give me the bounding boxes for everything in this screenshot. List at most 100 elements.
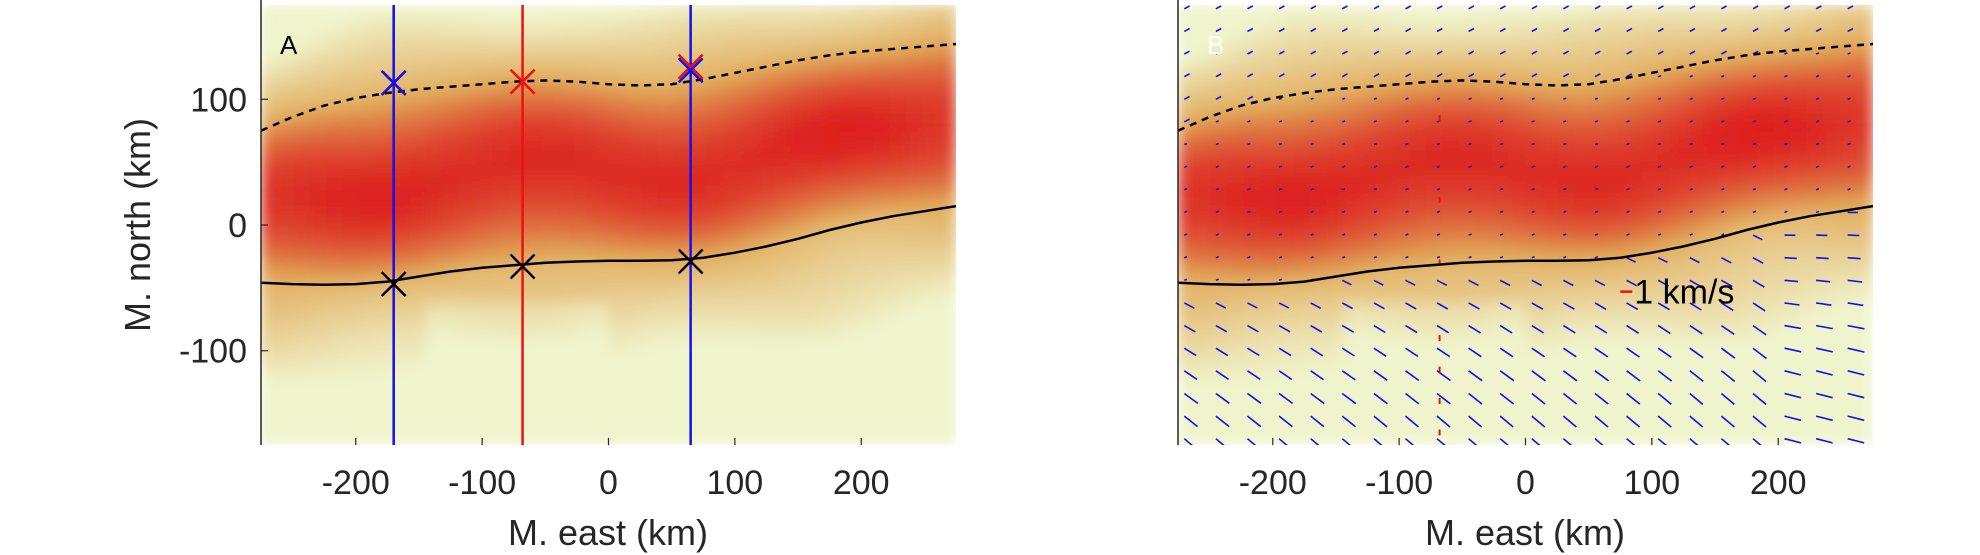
- heat-cell: [1508, 108, 1526, 122]
- heat-cell: [657, 159, 676, 174]
- heat-cell: [1260, 341, 1278, 355]
- heat-cell: [574, 328, 593, 342]
- heat-cell: [376, 405, 394, 420]
- heat-cell: [839, 289, 858, 304]
- heat-cell: [591, 341, 609, 355]
- heat-cell: [1359, 392, 1377, 407]
- flow-vector: [1184, 142, 1188, 146]
- heat-cell: [1756, 82, 1775, 96]
- heat-cell: [1243, 121, 1262, 135]
- heat-cell: [1707, 198, 1725, 213]
- heat-cell: [261, 108, 278, 122]
- heat-cell: [1491, 30, 1510, 45]
- heat-cell: [1392, 172, 1411, 187]
- heat-cell: [1707, 224, 1725, 239]
- flow-vector: [1183, 27, 1190, 33]
- heat-cell: [1508, 121, 1526, 135]
- heat-cell: [1607, 405, 1626, 420]
- heat-cell: [889, 379, 907, 394]
- heat-cell: [889, 56, 907, 71]
- flow-vector: [1436, 142, 1441, 146]
- x-ticks-a: -200 -100 0 100 200: [322, 438, 890, 502]
- heat-cell: [541, 56, 560, 71]
- heat-cell: [1210, 379, 1229, 394]
- heat-cell: [1740, 82, 1758, 96]
- heat-cell: [492, 121, 510, 135]
- heat-cell: [723, 146, 742, 161]
- heat-cell: [1607, 185, 1626, 200]
- heat-cell: [525, 418, 543, 433]
- heat-cell: [1227, 172, 1245, 187]
- heat-cell: [856, 17, 874, 32]
- heat-cell: [1574, 69, 1593, 84]
- heat-cell: [1822, 146, 1841, 161]
- heat-cell: [459, 159, 477, 174]
- flow-vector: [1341, 50, 1348, 55]
- heat-cell: [1756, 379, 1775, 394]
- flow-vector: [1215, 347, 1229, 357]
- heat-cell: [1756, 211, 1775, 226]
- heat-cell: [1723, 276, 1742, 291]
- heat-cell: [1293, 43, 1311, 58]
- heat-cell: [1425, 185, 1444, 200]
- flow-vector: [1373, 50, 1380, 55]
- heat-cell: [1491, 276, 1510, 291]
- heat-cell: [1326, 17, 1344, 32]
- heat-cell: [1458, 328, 1477, 342]
- heat-cell: [1773, 56, 1791, 71]
- heat-cell: [1607, 224, 1626, 239]
- heat-cell: [641, 392, 659, 407]
- flow-vector: [1784, 370, 1802, 376]
- flow-vector: [1815, 74, 1820, 78]
- heat-cell: [1624, 82, 1642, 96]
- heat-cell: [293, 43, 312, 58]
- heat-cell: [1458, 17, 1477, 32]
- heat-cell: [1607, 198, 1626, 213]
- heat-cell: [343, 379, 361, 394]
- heat-cell: [624, 302, 642, 316]
- heat-cell: [1293, 341, 1311, 355]
- heat-cell: [1326, 392, 1344, 407]
- heat-cell: [591, 5, 609, 19]
- heat-cell: [1326, 302, 1344, 316]
- heat-cell: [1558, 146, 1576, 161]
- heat-cell: [1640, 185, 1659, 200]
- heat-cell: [1293, 328, 1311, 342]
- x-tick-label: -200: [1239, 464, 1307, 502]
- heat-cell: [905, 43, 924, 58]
- heat-cell: [922, 185, 940, 200]
- heat-cell: [1541, 366, 1559, 381]
- heat-cell: [591, 185, 609, 200]
- heat-cell: [1856, 405, 1873, 420]
- heat-cell: [1260, 250, 1278, 265]
- heat-cell: [1839, 82, 1857, 96]
- heat-cell: [1690, 121, 1708, 135]
- heat-cell: [409, 263, 427, 278]
- heat-cell: [707, 276, 725, 291]
- heat-cell: [872, 302, 891, 316]
- heat-cell: [1756, 43, 1775, 58]
- heat-cell: [1574, 198, 1593, 213]
- heat-cell: [905, 353, 924, 368]
- heat-cell: [376, 392, 394, 407]
- heat-cell: [723, 211, 742, 226]
- heat-cell: [905, 263, 924, 278]
- heat-cell: [1591, 379, 1609, 394]
- heat-cell: [558, 263, 576, 278]
- heat-cell: [1227, 82, 1245, 96]
- heat-cell: [1624, 172, 1642, 187]
- heat-cell: [1309, 315, 1328, 329]
- heat-cell: [1359, 353, 1377, 368]
- heat-cell: [261, 353, 278, 368]
- flow-vector: [1499, 392, 1515, 405]
- flow-vector: [1815, 370, 1833, 376]
- heat-cell: [872, 17, 891, 32]
- heat-cell: [1409, 237, 1427, 252]
- heat-cell: [1657, 315, 1675, 329]
- heat-cell: [310, 172, 328, 187]
- heat-cell: [1856, 328, 1873, 342]
- heat-cell: [1591, 289, 1609, 304]
- flow-vector: [1278, 392, 1294, 405]
- heat-cell: [310, 315, 328, 329]
- heat-cell: [839, 43, 858, 58]
